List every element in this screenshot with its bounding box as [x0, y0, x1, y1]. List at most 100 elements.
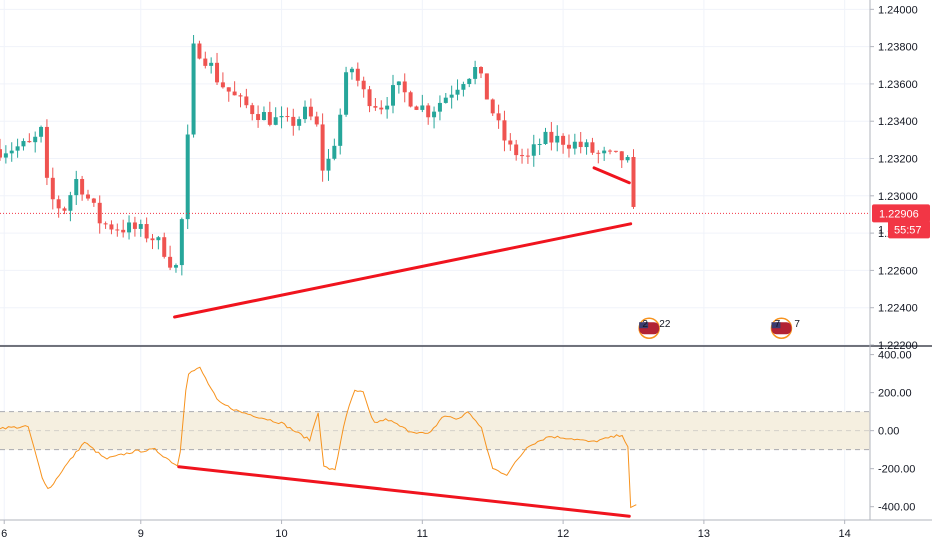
price-trendline — [592, 166, 631, 185]
flag-canton — [771, 322, 781, 329]
candle-body — [132, 222, 137, 229]
event-label: 7 — [775, 319, 781, 330]
candle-body — [226, 87, 231, 92]
oscillator-band — [0, 411, 870, 450]
candle-body — [590, 142, 595, 153]
osc-tick-label: -400.00 — [878, 502, 915, 514]
price-tick-label: 1.23000 — [878, 191, 918, 203]
candle-body — [543, 131, 548, 145]
candle-body — [91, 198, 96, 203]
candle-body — [303, 106, 308, 120]
candle-body — [584, 142, 589, 148]
time-tick-label: 12 — [557, 528, 569, 540]
candle-body — [103, 223, 108, 225]
candle-body — [426, 105, 431, 118]
candle-body — [361, 80, 366, 90]
oscillator-trendline — [177, 465, 631, 518]
candle-body — [320, 124, 325, 171]
candle-body — [44, 126, 49, 178]
osc-tick-label: 400.00 — [878, 350, 912, 362]
price-tick-label: 1.23200 — [878, 154, 918, 166]
candle-body — [9, 150, 14, 154]
candle-body — [484, 73, 489, 100]
candle-body — [461, 84, 466, 90]
candle-body — [613, 150, 618, 152]
candle-body — [443, 97, 448, 103]
price-tags: 1.22906 1 55:57 — [872, 204, 930, 239]
candle-body — [326, 158, 331, 171]
candle-body — [209, 62, 214, 66]
current-price-tag — [872, 204, 930, 223]
candle-body — [85, 194, 90, 199]
candle-body — [127, 222, 132, 233]
candle-body — [355, 68, 360, 81]
candle-body — [261, 112, 266, 121]
oscillator-axis[interactable]: 400.00 200.00 0.00 -200.00 -400.00 — [870, 350, 915, 514]
candle-body — [191, 43, 196, 135]
candle-body — [21, 141, 26, 147]
price-tick-label: 1.22600 — [878, 265, 918, 277]
event-label: 7 — [794, 319, 800, 330]
candle-body — [619, 151, 624, 161]
candle-body — [566, 144, 571, 149]
candle-body — [173, 265, 178, 268]
candle-body — [273, 117, 278, 125]
candle-body — [508, 140, 513, 145]
us-flag-icon — [770, 317, 793, 339]
candle-body — [68, 195, 73, 211]
candle-body — [367, 89, 372, 107]
candle-body — [449, 94, 454, 98]
time-tick-label: 6 — [1, 528, 7, 540]
candle-body — [332, 145, 337, 159]
candle-body — [56, 199, 61, 209]
candle-body — [197, 43, 202, 59]
candle-body — [27, 141, 32, 143]
candle-body — [185, 134, 190, 220]
candle-body — [15, 146, 20, 151]
candle-body — [291, 116, 296, 126]
candle-body — [138, 224, 143, 229]
time-tick-label: 13 — [698, 528, 710, 540]
candle-body — [520, 155, 525, 157]
flag-canton — [639, 322, 649, 329]
candle-body — [144, 224, 149, 239]
candle-body — [537, 144, 542, 146]
price-trendlines — [173, 166, 633, 319]
candle-body — [525, 155, 530, 157]
candle-body — [285, 116, 290, 118]
candlestick-series — [0, 34, 636, 276]
candle-body — [391, 85, 396, 106]
price-tick-label: 1.23400 — [878, 116, 918, 128]
candle-body — [625, 157, 630, 161]
candle-body — [414, 106, 419, 110]
price-axis[interactable]: 1.222001.224001.226001.228001.230001.232… — [870, 4, 918, 352]
candle-body — [467, 78, 472, 85]
candle-body — [373, 106, 378, 108]
candle-body — [250, 105, 255, 115]
candle-body — [115, 229, 120, 231]
time-tick-label: 11 — [417, 528, 428, 540]
candle-body — [473, 67, 478, 79]
candle-body — [150, 238, 155, 241]
candle-body — [608, 150, 613, 152]
time-tick-label: 14 — [839, 528, 851, 540]
economic-events[interactable]: 2 22 7 7 — [638, 317, 800, 339]
candle-body — [39, 126, 44, 137]
candle-body — [50, 177, 55, 200]
candle-body — [308, 106, 313, 117]
candle-body — [121, 229, 126, 233]
candle-body — [408, 92, 413, 107]
candle-body — [420, 105, 425, 110]
candle-body — [80, 178, 85, 195]
candle-body — [437, 102, 442, 112]
time-axis[interactable]: 6 9 10 11 12 13 14 — [1, 520, 851, 540]
candle-body — [74, 178, 79, 196]
event-label: 22 — [659, 319, 671, 330]
candle-body — [572, 141, 577, 149]
price-tick-label: 1.23800 — [878, 42, 918, 54]
candle-body — [3, 153, 8, 158]
candle-body — [455, 89, 460, 95]
candle-body — [561, 135, 566, 145]
candle-body — [514, 144, 519, 156]
